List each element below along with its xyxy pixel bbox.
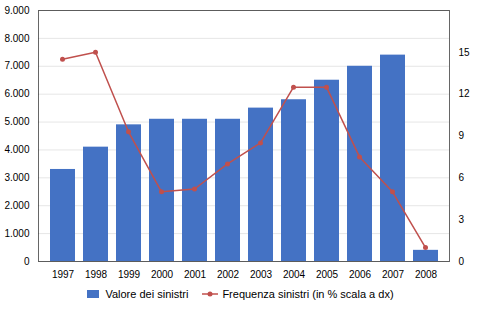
svg-text:1999: 1999 [118, 269, 141, 280]
svg-text:2000: 2000 [151, 269, 174, 280]
svg-text:8.000: 8.000 [4, 33, 29, 44]
svg-text:1997: 1997 [52, 269, 75, 280]
svg-text:4.000: 4.000 [4, 144, 29, 155]
svg-text:2007: 2007 [382, 269, 405, 280]
svg-text:12: 12 [459, 88, 471, 99]
html-text:Frequenza sinistri (in % scala: Frequenza sinistri (in % scala a dx) [222, 288, 394, 300]
svg-text:9.000: 9.000 [4, 5, 29, 16]
svg-text:6.000: 6.000 [4, 88, 29, 99]
svg-text:3: 3 [459, 214, 465, 225]
svg-text:15: 15 [459, 47, 471, 58]
svg-text:2.000: 2.000 [4, 200, 29, 211]
svg-text:2001: 2001 [184, 269, 207, 280]
svg-text:9: 9 [459, 130, 465, 141]
html-text:Valore dei sinistri: Valore dei sinistri [105, 288, 189, 300]
svg-text:6: 6 [459, 172, 465, 183]
svg-text:2005: 2005 [316, 269, 339, 280]
svg-text:2003: 2003 [250, 269, 273, 280]
svg-text:0: 0 [24, 256, 30, 267]
svg-text:1.000: 1.000 [4, 228, 29, 239]
svg-text:3.000: 3.000 [4, 172, 29, 183]
svg-text:2008: 2008 [415, 269, 438, 280]
svg-text:0: 0 [459, 256, 465, 267]
svg-text:7.000: 7.000 [4, 60, 29, 71]
svg-text:2004: 2004 [283, 269, 306, 280]
svg-text:1998: 1998 [85, 269, 108, 280]
svg-text:2002: 2002 [217, 269, 240, 280]
svg-text:2006: 2006 [349, 269, 372, 280]
svg-text:5.000: 5.000 [4, 116, 29, 127]
